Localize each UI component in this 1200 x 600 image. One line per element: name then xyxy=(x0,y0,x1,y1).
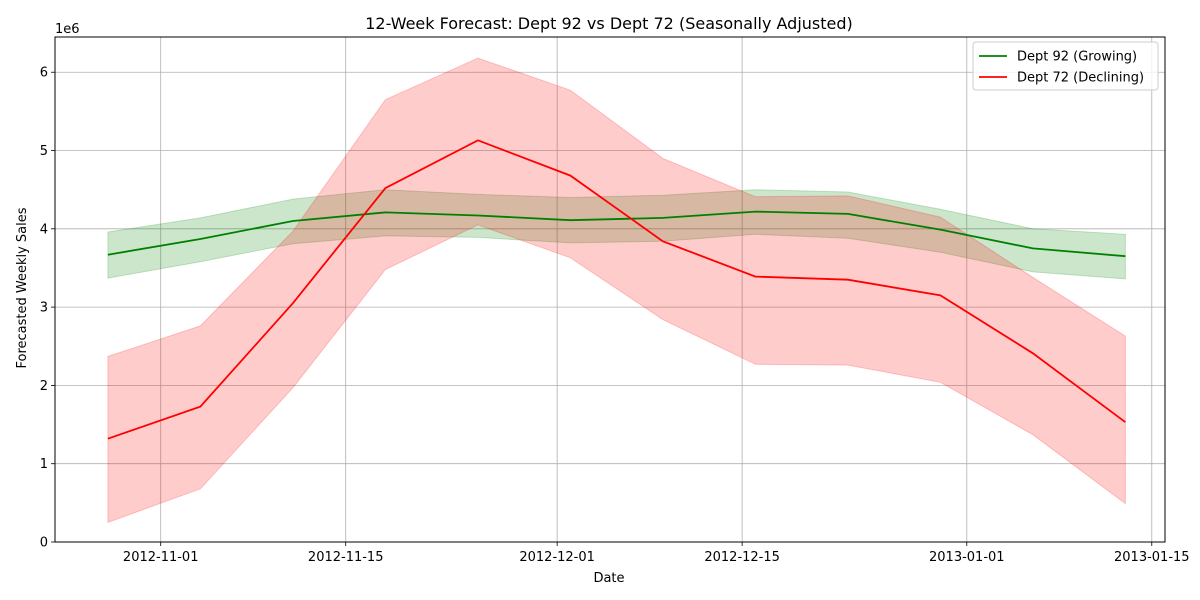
legend-label-1: Dept 72 (Declining) xyxy=(1017,71,1144,86)
series-line-1 xyxy=(107,139,1126,440)
confidence-bands xyxy=(107,57,1126,524)
y-tick-label: 1 xyxy=(40,457,48,472)
chart-title: 12-Week Forecast: Dept 92 vs Dept 72 (Se… xyxy=(365,14,853,33)
confidence-band-0 xyxy=(107,189,1126,280)
y-tick-label: 6 xyxy=(40,66,48,81)
legend-box xyxy=(972,41,1159,91)
x-tick-label: 2013-01-15 xyxy=(1114,550,1190,565)
x-axis-label: Date xyxy=(593,571,624,586)
y-axis-ticks: 0 1 2 3 4 5 6 xyxy=(40,66,55,551)
y-tick-label: 4 xyxy=(40,222,48,237)
y-tick-label: 5 xyxy=(40,144,48,159)
legend-label-0: Dept 92 (Growing) xyxy=(1017,50,1137,65)
y-tick-label: 3 xyxy=(40,301,48,316)
x-axis-ticks: 2012-11-01 2012-11-15 2012-12-01 2012-12-15… xyxy=(123,542,1190,565)
x-tick-label: 2012-11-15 xyxy=(308,550,384,565)
series-lines xyxy=(107,139,1126,440)
x-tick-label: 2012-12-15 xyxy=(704,550,780,565)
legend: Dept 92 (Growing) Dept 72 (Declining) xyxy=(972,41,1159,91)
confidence-band-1 xyxy=(107,57,1126,524)
plot-frame xyxy=(54,36,1166,543)
y-tick-label: 0 xyxy=(40,536,48,551)
series-line-0 xyxy=(107,210,1126,258)
x-tick-label: 2013-01-01 xyxy=(929,550,1005,565)
y-tick-label: 2 xyxy=(40,379,48,394)
y-axis-offset-label: 1e6 xyxy=(55,22,80,37)
x-tick-label: 2012-12-01 xyxy=(519,550,595,565)
x-tick-label: 2012-11-01 xyxy=(123,550,199,565)
y-axis-label: Forecasted Weekly Sales xyxy=(15,207,30,368)
